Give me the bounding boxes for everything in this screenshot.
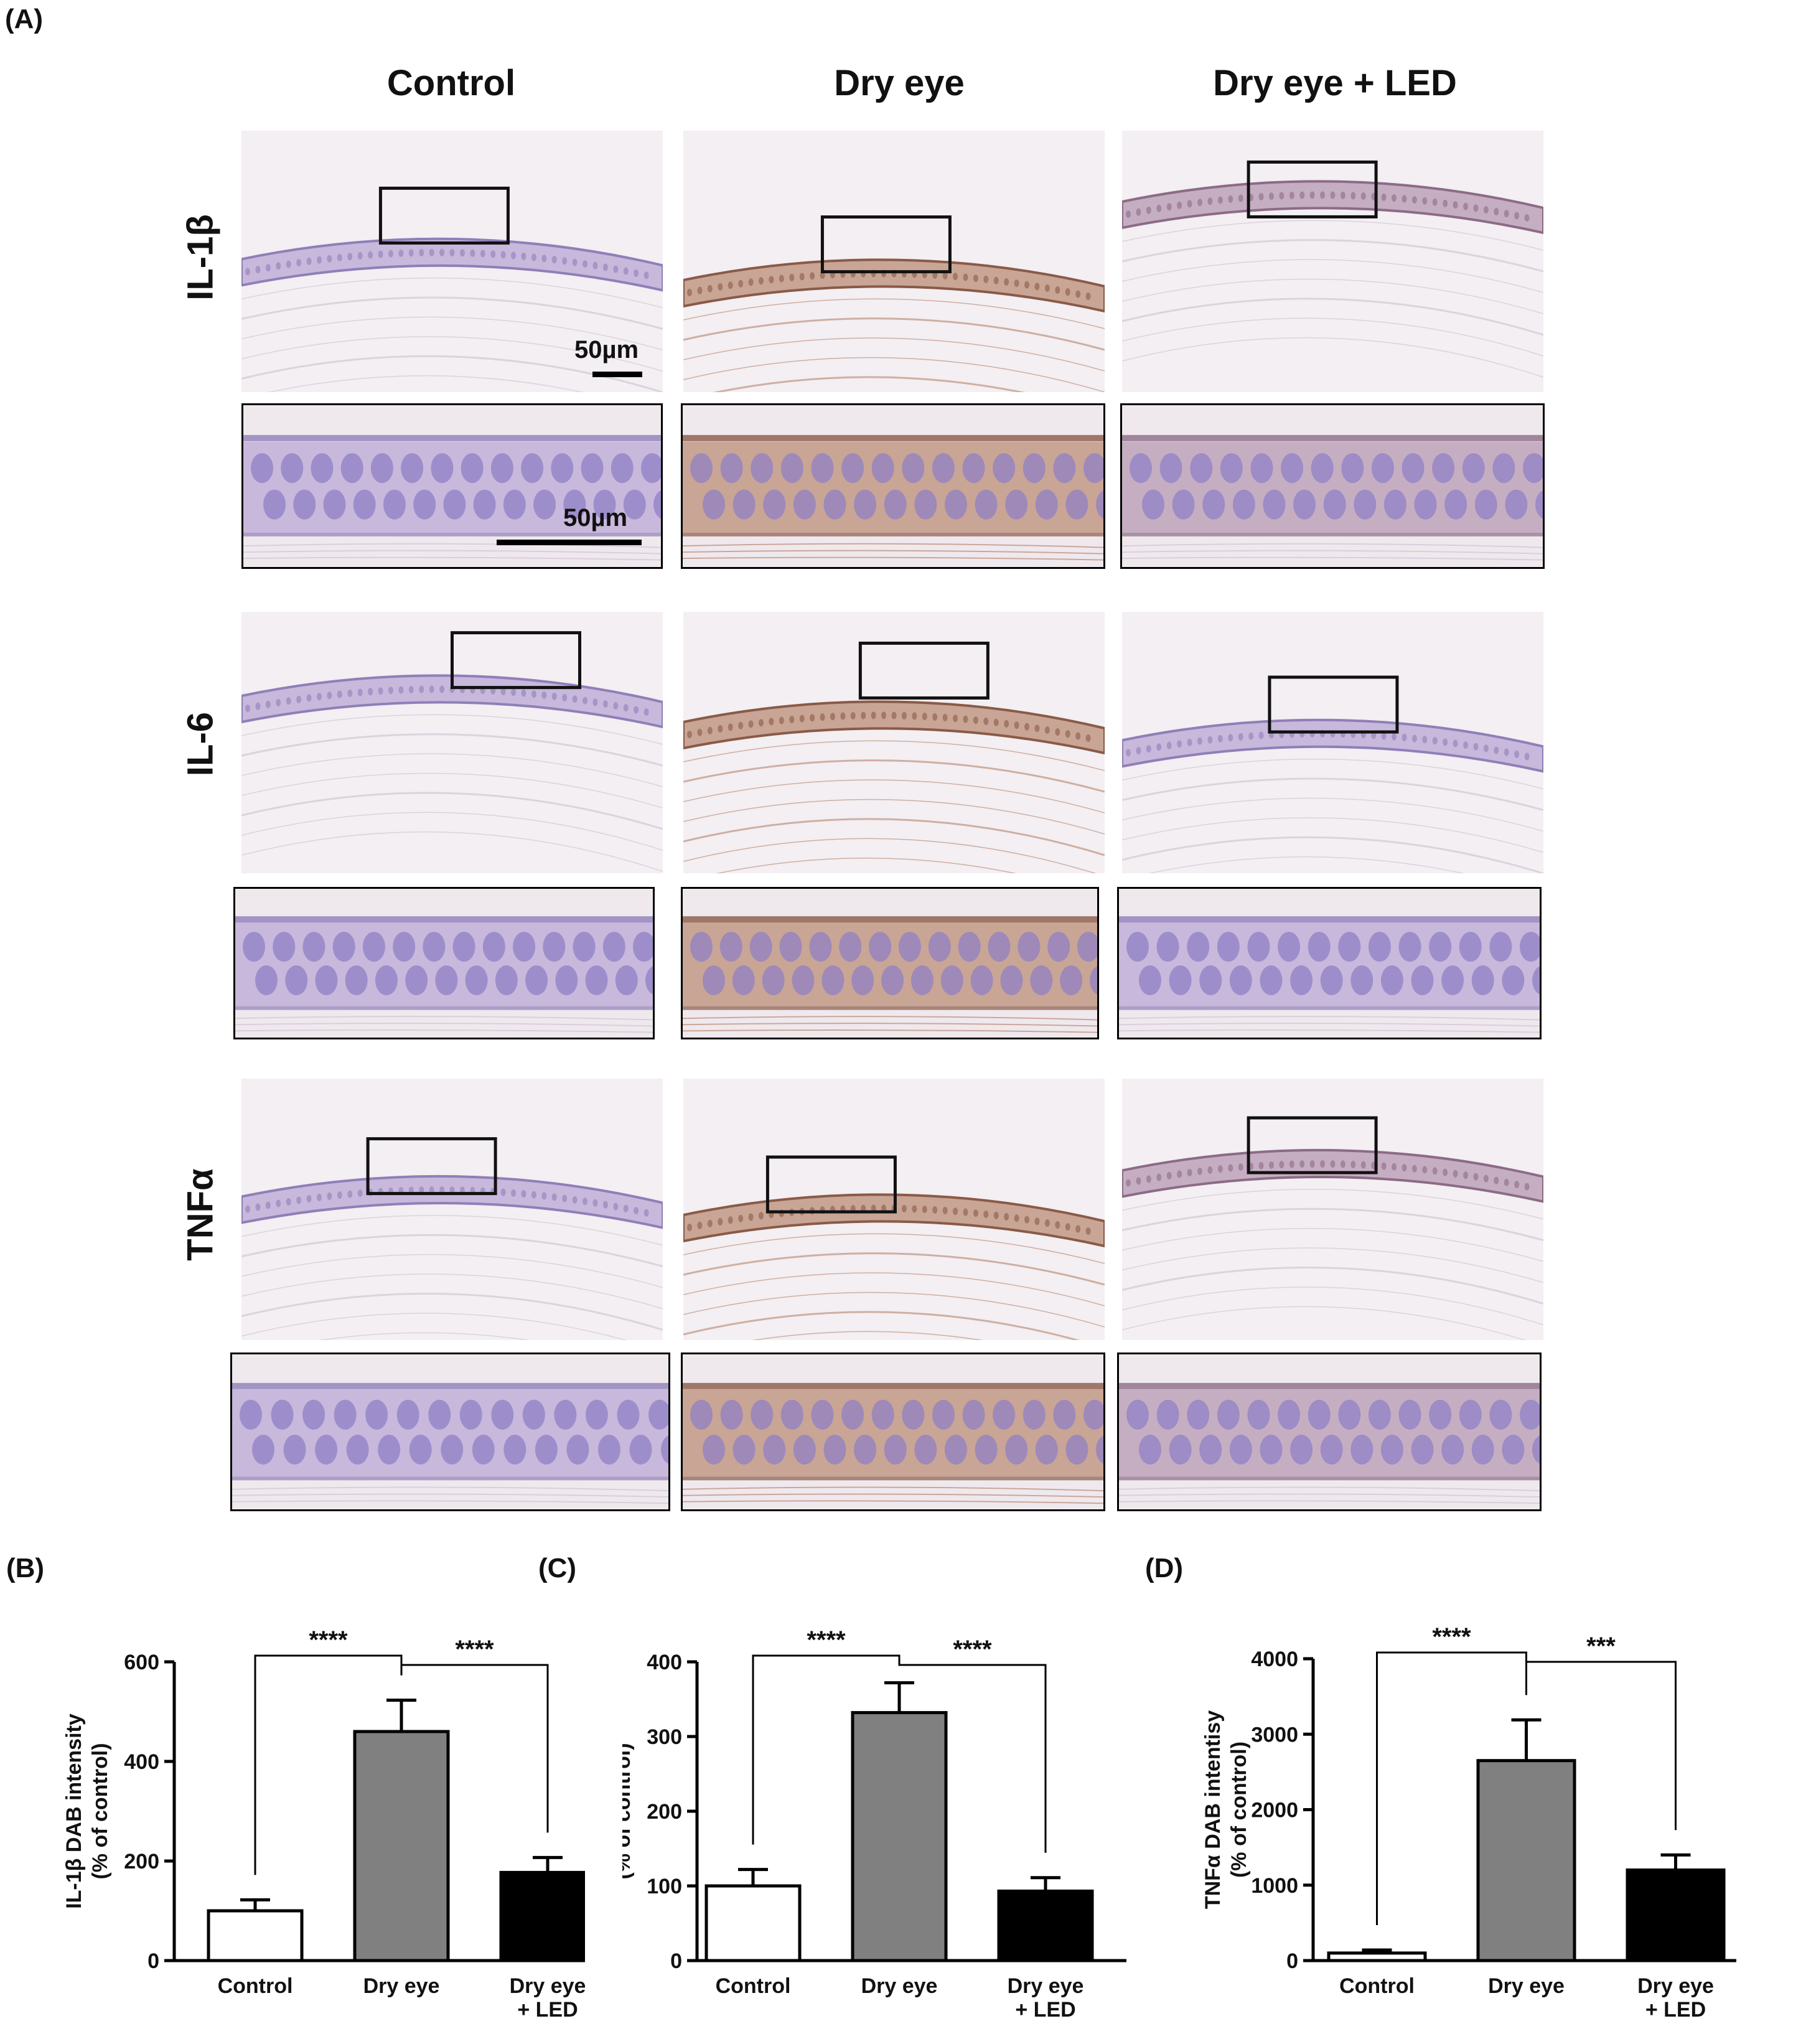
column-header-dry-eye-led: Dry eye + LED <box>1213 63 1457 103</box>
x-tick-label: Dry eye <box>363 1974 440 1998</box>
tnfa-bar-chart: 0 1000 2000 3000 4000 TNFα DAB intentisy (% of… <box>1182 1593 1805 2041</box>
y-tick-label: 600 <box>124 1651 159 1674</box>
panel-b-label: (B) <box>6 1553 45 1583</box>
bar <box>207 1909 304 1962</box>
micrograph-overview <box>683 612 1105 873</box>
micrograph-zoom <box>681 403 1105 569</box>
scalebar-zoom-label: 50µm <box>563 504 628 532</box>
y-tick-label: 200 <box>647 1800 682 1824</box>
x-tick-label: Dry eye <box>510 1974 585 1998</box>
chart-svg: 0100200300400IL-6 DAB intensity(% of con… <box>585 1626 1126 2022</box>
x-tick-label: Dry eye <box>1488 1974 1565 1998</box>
il1b-bar-chart: 0 200 400 600 IL-1β DAB intensity (% of contr… <box>25 1606 596 2041</box>
y-tick-label: 300 <box>647 1725 682 1749</box>
bar <box>1626 1868 1726 1962</box>
bar <box>997 1889 1094 1962</box>
bar <box>851 1711 948 1962</box>
micrograph-zoom <box>230 1353 670 1511</box>
y-tick-label: 4000 <box>1251 1648 1298 1671</box>
micrograph-overview <box>1122 612 1543 873</box>
significance-label: **** <box>1432 1623 1471 1651</box>
x-tick-label: + LED <box>517 1998 578 2022</box>
significance-label: **** <box>309 1626 348 1654</box>
y-tick-label: 0 <box>670 1949 682 1973</box>
chart-svg: 0 200 400 600 IL-1β DAB intensity (% of contr… <box>62 1626 596 2022</box>
y-tick-label: 200 <box>124 1850 159 1873</box>
panel-a-label: (A) <box>5 4 44 34</box>
x-tick-label: + LED <box>1015 1998 1075 2022</box>
significance-bracket <box>898 1657 1047 1853</box>
il6-bar-chart: 0100200300400IL-6 DAB intensity(% of con… <box>585 1593 1182 2041</box>
significance-bracket <box>1525 1661 1677 1831</box>
x-tick-label: Control <box>716 1974 791 1998</box>
x-tick-label: Dry eye <box>861 1974 938 1998</box>
bar <box>353 1730 450 1962</box>
significance-label: **** <box>807 1626 846 1654</box>
micrograph-overview <box>683 1079 1105 1340</box>
micrograph-overview <box>1122 1079 1543 1340</box>
row-label-tnfa: TNFα <box>180 1168 221 1261</box>
row-label-il6: IL-6 <box>180 711 221 777</box>
y-tick-label: 400 <box>124 1750 159 1774</box>
bar <box>1476 1759 1576 1962</box>
bar <box>1327 1951 1427 1962</box>
micrograph-zoom <box>233 887 655 1039</box>
micrograph-zoom <box>681 1353 1105 1511</box>
y-axis-label: IL-1β DAB intensity <box>62 1713 86 1909</box>
column-header-dry-eye: Dry eye <box>834 63 965 103</box>
micrograph-overview <box>241 612 663 873</box>
scalebar-overview <box>592 372 642 377</box>
y-tick-label: 2000 <box>1251 1799 1298 1822</box>
bar <box>704 1884 802 1962</box>
y-tick-label: 1000 <box>1251 1874 1298 1898</box>
y-axis-label-units: (% of control) <box>1227 1742 1251 1878</box>
micrograph-overview <box>1122 131 1543 392</box>
x-tick-label: Control <box>1339 1974 1415 1998</box>
chart-svg: 0 1000 2000 3000 4000 TNFα DAB intentisy (% of… <box>1201 1623 1736 2022</box>
significance-bracket <box>400 1664 549 1833</box>
bar <box>499 1870 596 1962</box>
significance-bracket <box>752 1654 901 1845</box>
micrograph-zoom <box>681 887 1099 1039</box>
y-axis-label-units: (% of control) <box>622 1743 635 1879</box>
x-tick-label: Dry eye <box>1008 1974 1084 1998</box>
significance-label: *** <box>1586 1633 1616 1660</box>
micrograph-zoom <box>1117 1353 1542 1511</box>
y-tick-label: 3000 <box>1251 1723 1298 1746</box>
x-tick-label: Control <box>218 1974 293 1998</box>
column-header-control: Control <box>386 63 516 103</box>
x-tick-label: + LED <box>1645 1998 1706 2022</box>
y-axis-label-units: (% of control) <box>88 1743 112 1879</box>
significance-label: **** <box>455 1636 494 1663</box>
micrograph-overview <box>683 131 1105 392</box>
micrograph-zoom <box>1120 403 1545 569</box>
scalebar-zoom <box>497 540 642 545</box>
panel-d-label: (D) <box>1145 1553 1184 1583</box>
micrograph-overview <box>241 131 663 392</box>
row-label-il1b: IL-1β <box>180 214 221 301</box>
x-tick-label: Dry eye <box>1637 1974 1714 1998</box>
y-tick-label: 400 <box>647 1651 682 1674</box>
micrograph-zoom <box>1117 887 1542 1039</box>
y-axis-label: TNFα DAB intentisy <box>1201 1710 1225 1909</box>
y-tick-label: 0 <box>1286 1949 1298 1973</box>
significance-label: **** <box>953 1636 992 1663</box>
micrograph-overview <box>241 1079 663 1340</box>
scalebar-overview-label: 50µm <box>574 336 639 363</box>
y-tick-label: 100 <box>647 1875 682 1898</box>
panel-c-label: (C) <box>538 1553 577 1583</box>
y-tick-label: 0 <box>147 1949 159 1973</box>
